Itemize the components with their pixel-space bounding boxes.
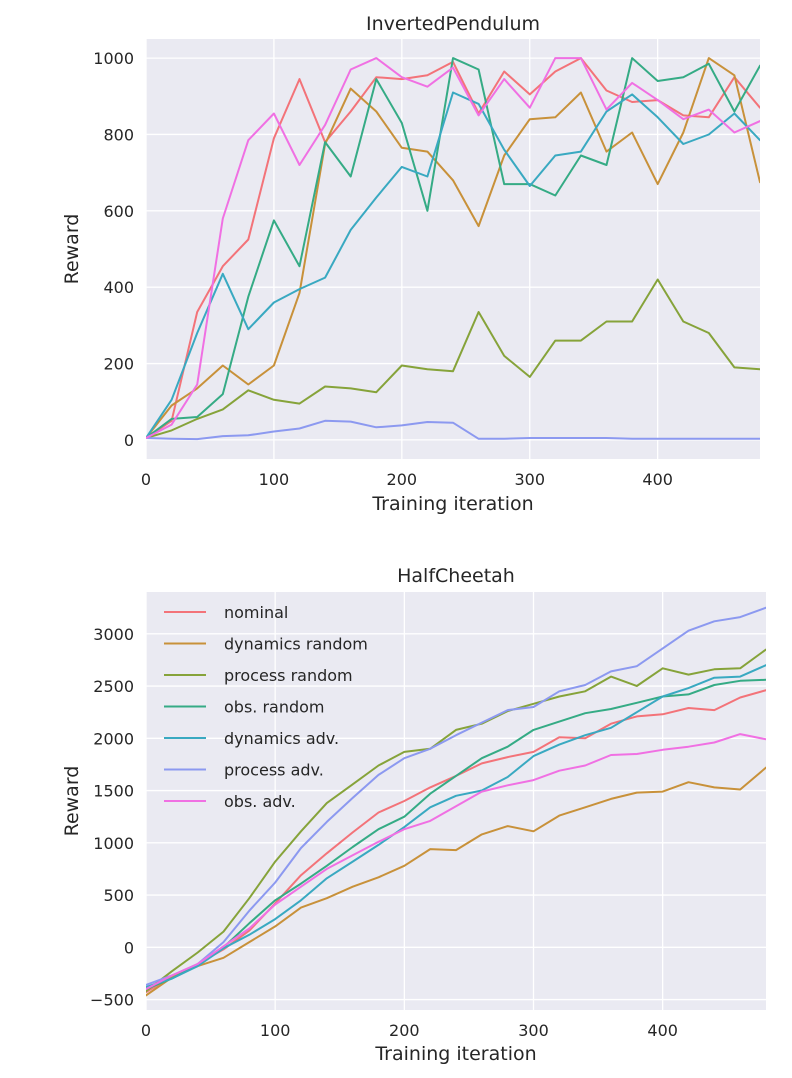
legend-label: nominal <box>224 603 288 622</box>
x-tick-label: 400 <box>642 470 673 489</box>
series-line-process-random <box>146 278 760 439</box>
series-line-process-adv <box>146 606 766 986</box>
y-tick-label: 800 <box>103 125 134 144</box>
inverted-pendulum-chart: 0 100 200 300 400 0 200 400 600 800 1000 InvertedPe… <box>61 13 760 515</box>
x-tick-label: 200 <box>389 1021 420 1040</box>
series-line-dynamics-adv <box>146 664 766 988</box>
series-lines <box>146 57 760 441</box>
legend-label: process adv. <box>224 761 324 780</box>
x-tick-label: 100 <box>259 470 290 489</box>
half-cheetah-chart: 0 100 200 300 400 −500 0 500 1000 1500 2000 2500 300… <box>61 565 766 1065</box>
series-line-dynamics-adv <box>146 91 760 439</box>
grid-lines <box>145 592 766 1010</box>
y-tick-label: 500 <box>103 886 134 905</box>
series-line-obs-random <box>146 57 760 439</box>
y-tick-label: 200 <box>103 355 134 374</box>
legend-label: obs. random <box>224 698 325 717</box>
y-tick-label: 2500 <box>93 677 134 696</box>
y-tick-label: 1500 <box>93 782 134 801</box>
legend-label: dynamics random <box>224 635 368 654</box>
y-tick-label: 400 <box>103 278 134 297</box>
legend: nominal dynamics random process random obs.… <box>164 603 368 811</box>
y-tick-label: 1000 <box>93 834 134 853</box>
x-tick-label: 300 <box>514 470 545 489</box>
x-tick-label: 100 <box>260 1021 291 1040</box>
x-tick-label: 400 <box>647 1021 678 1040</box>
y-tick-label: −500 <box>90 991 134 1010</box>
series-lines <box>146 606 766 997</box>
series-line-process-random <box>146 648 766 993</box>
x-axis-label: Training iteration <box>374 1043 536 1065</box>
series-line-obs-adv <box>146 733 766 991</box>
x-tick-label: 0 <box>141 1021 151 1040</box>
series-line-obs-adv <box>146 57 760 439</box>
series-line-dynamics-random <box>146 57 760 439</box>
y-tick-label: 1000 <box>93 49 134 68</box>
y-tick-label: 2000 <box>93 729 134 748</box>
series-line-dynamics-random <box>146 766 766 997</box>
x-tick-label: 0 <box>141 470 151 489</box>
y-axis-label: Reward <box>61 214 83 285</box>
legend-label: obs. adv. <box>224 792 296 811</box>
x-tick-label: 300 <box>518 1021 549 1040</box>
y-tick-label: 600 <box>103 202 134 221</box>
x-axis-label: Training iteration <box>371 493 533 515</box>
legend-label: process random <box>224 666 353 685</box>
y-tick-label: 0 <box>124 431 134 450</box>
chart-title: InvertedPendulum <box>366 13 540 35</box>
x-tick-label: 200 <box>387 470 418 489</box>
y-tick-label: 0 <box>124 938 134 957</box>
chart-title: HalfCheetah <box>397 565 515 587</box>
y-axis-label: Reward <box>61 766 83 837</box>
series-line-process-adv <box>146 419 760 441</box>
y-tick-label: 3000 <box>93 625 134 644</box>
legend-label: dynamics adv. <box>224 729 339 748</box>
